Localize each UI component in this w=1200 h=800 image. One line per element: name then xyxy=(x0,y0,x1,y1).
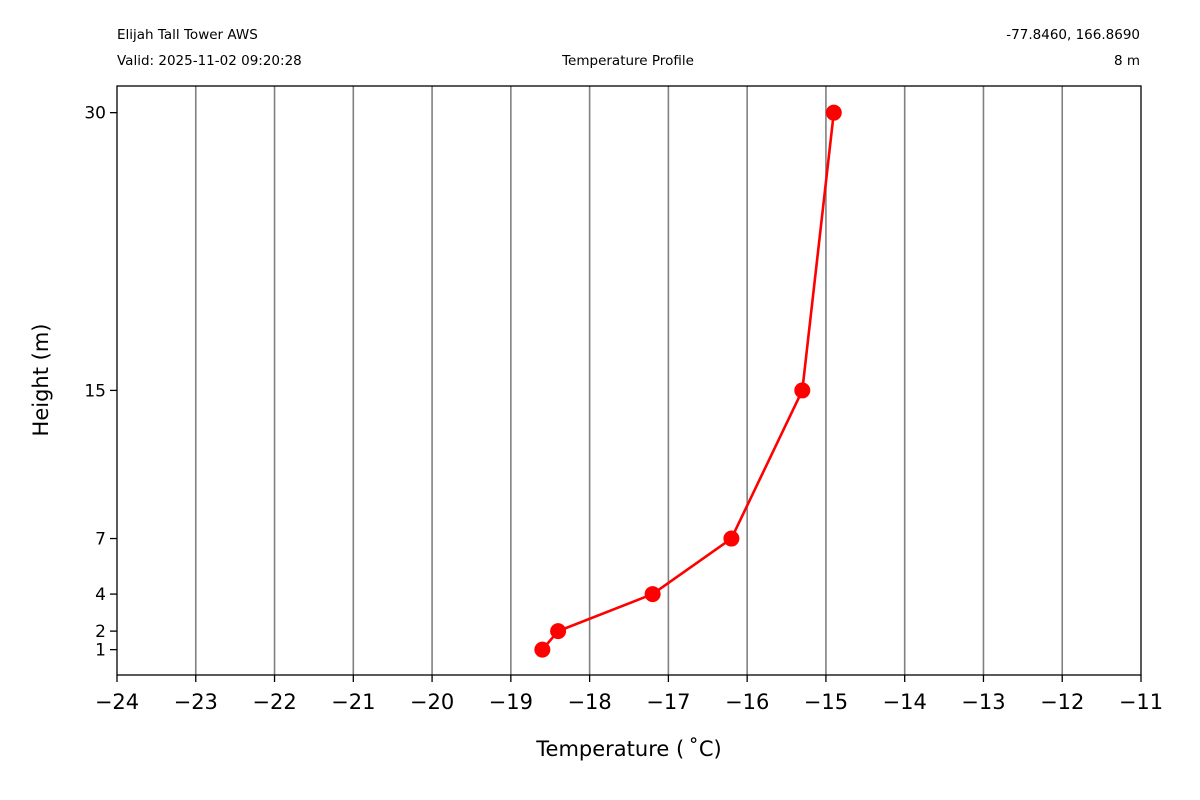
x-tick-label: −21 xyxy=(331,690,375,714)
x-tick-label: −15 xyxy=(804,690,848,714)
data-point xyxy=(825,104,842,121)
x-tick-label: −19 xyxy=(489,690,533,714)
sensor-height: 8 m xyxy=(1113,53,1140,69)
x-tick-label: −12 xyxy=(1040,690,1084,714)
x-tick-label: −13 xyxy=(961,690,1005,714)
station-coordinates: -77.8460, 166.8690 xyxy=(1006,27,1140,43)
x-tick-label: −11 xyxy=(1119,690,1163,714)
data-point xyxy=(644,586,661,603)
y-tick-label: 1 xyxy=(95,641,106,661)
chart-title: Temperature Profile xyxy=(562,53,694,69)
grid-lines xyxy=(194,86,1064,675)
x-tick-label: −22 xyxy=(252,690,296,714)
axes: −24 −23 −22 −21 −20 −19 −18 −17 −16 −15 −14 −13 −12 −… xyxy=(84,104,1163,714)
y-tick-label: 2 xyxy=(95,622,106,642)
y-tick-label: 30 xyxy=(84,104,106,124)
x-tick-label: −16 xyxy=(725,690,769,714)
data-point xyxy=(550,623,567,640)
x-tick-label: −18 xyxy=(567,690,611,714)
x-tick-label: −24 xyxy=(95,690,139,714)
series-group xyxy=(534,104,842,658)
data-point xyxy=(794,382,811,399)
plot-area-frame xyxy=(116,85,1142,676)
y-tick-label: 7 xyxy=(95,530,106,550)
y-tick-label: 4 xyxy=(95,585,106,605)
y-tick-label: 15 xyxy=(84,381,106,401)
data-point xyxy=(534,641,551,658)
x-tick-label: −23 xyxy=(174,690,218,714)
x-tick-label: −20 xyxy=(410,690,454,714)
valid-time: Valid: 2025-11-02 09:20:28 xyxy=(117,53,302,69)
x-axis-label: Temperature ( ˚C) xyxy=(535,737,721,761)
data-point xyxy=(723,530,740,547)
x-tick-label: −17 xyxy=(646,690,690,714)
station-name: Elijah Tall Tower AWS xyxy=(117,27,258,43)
y-axis-label: Height (m) xyxy=(29,324,53,437)
temperature-profile-line xyxy=(541,112,836,651)
x-tick-label: −14 xyxy=(883,690,927,714)
